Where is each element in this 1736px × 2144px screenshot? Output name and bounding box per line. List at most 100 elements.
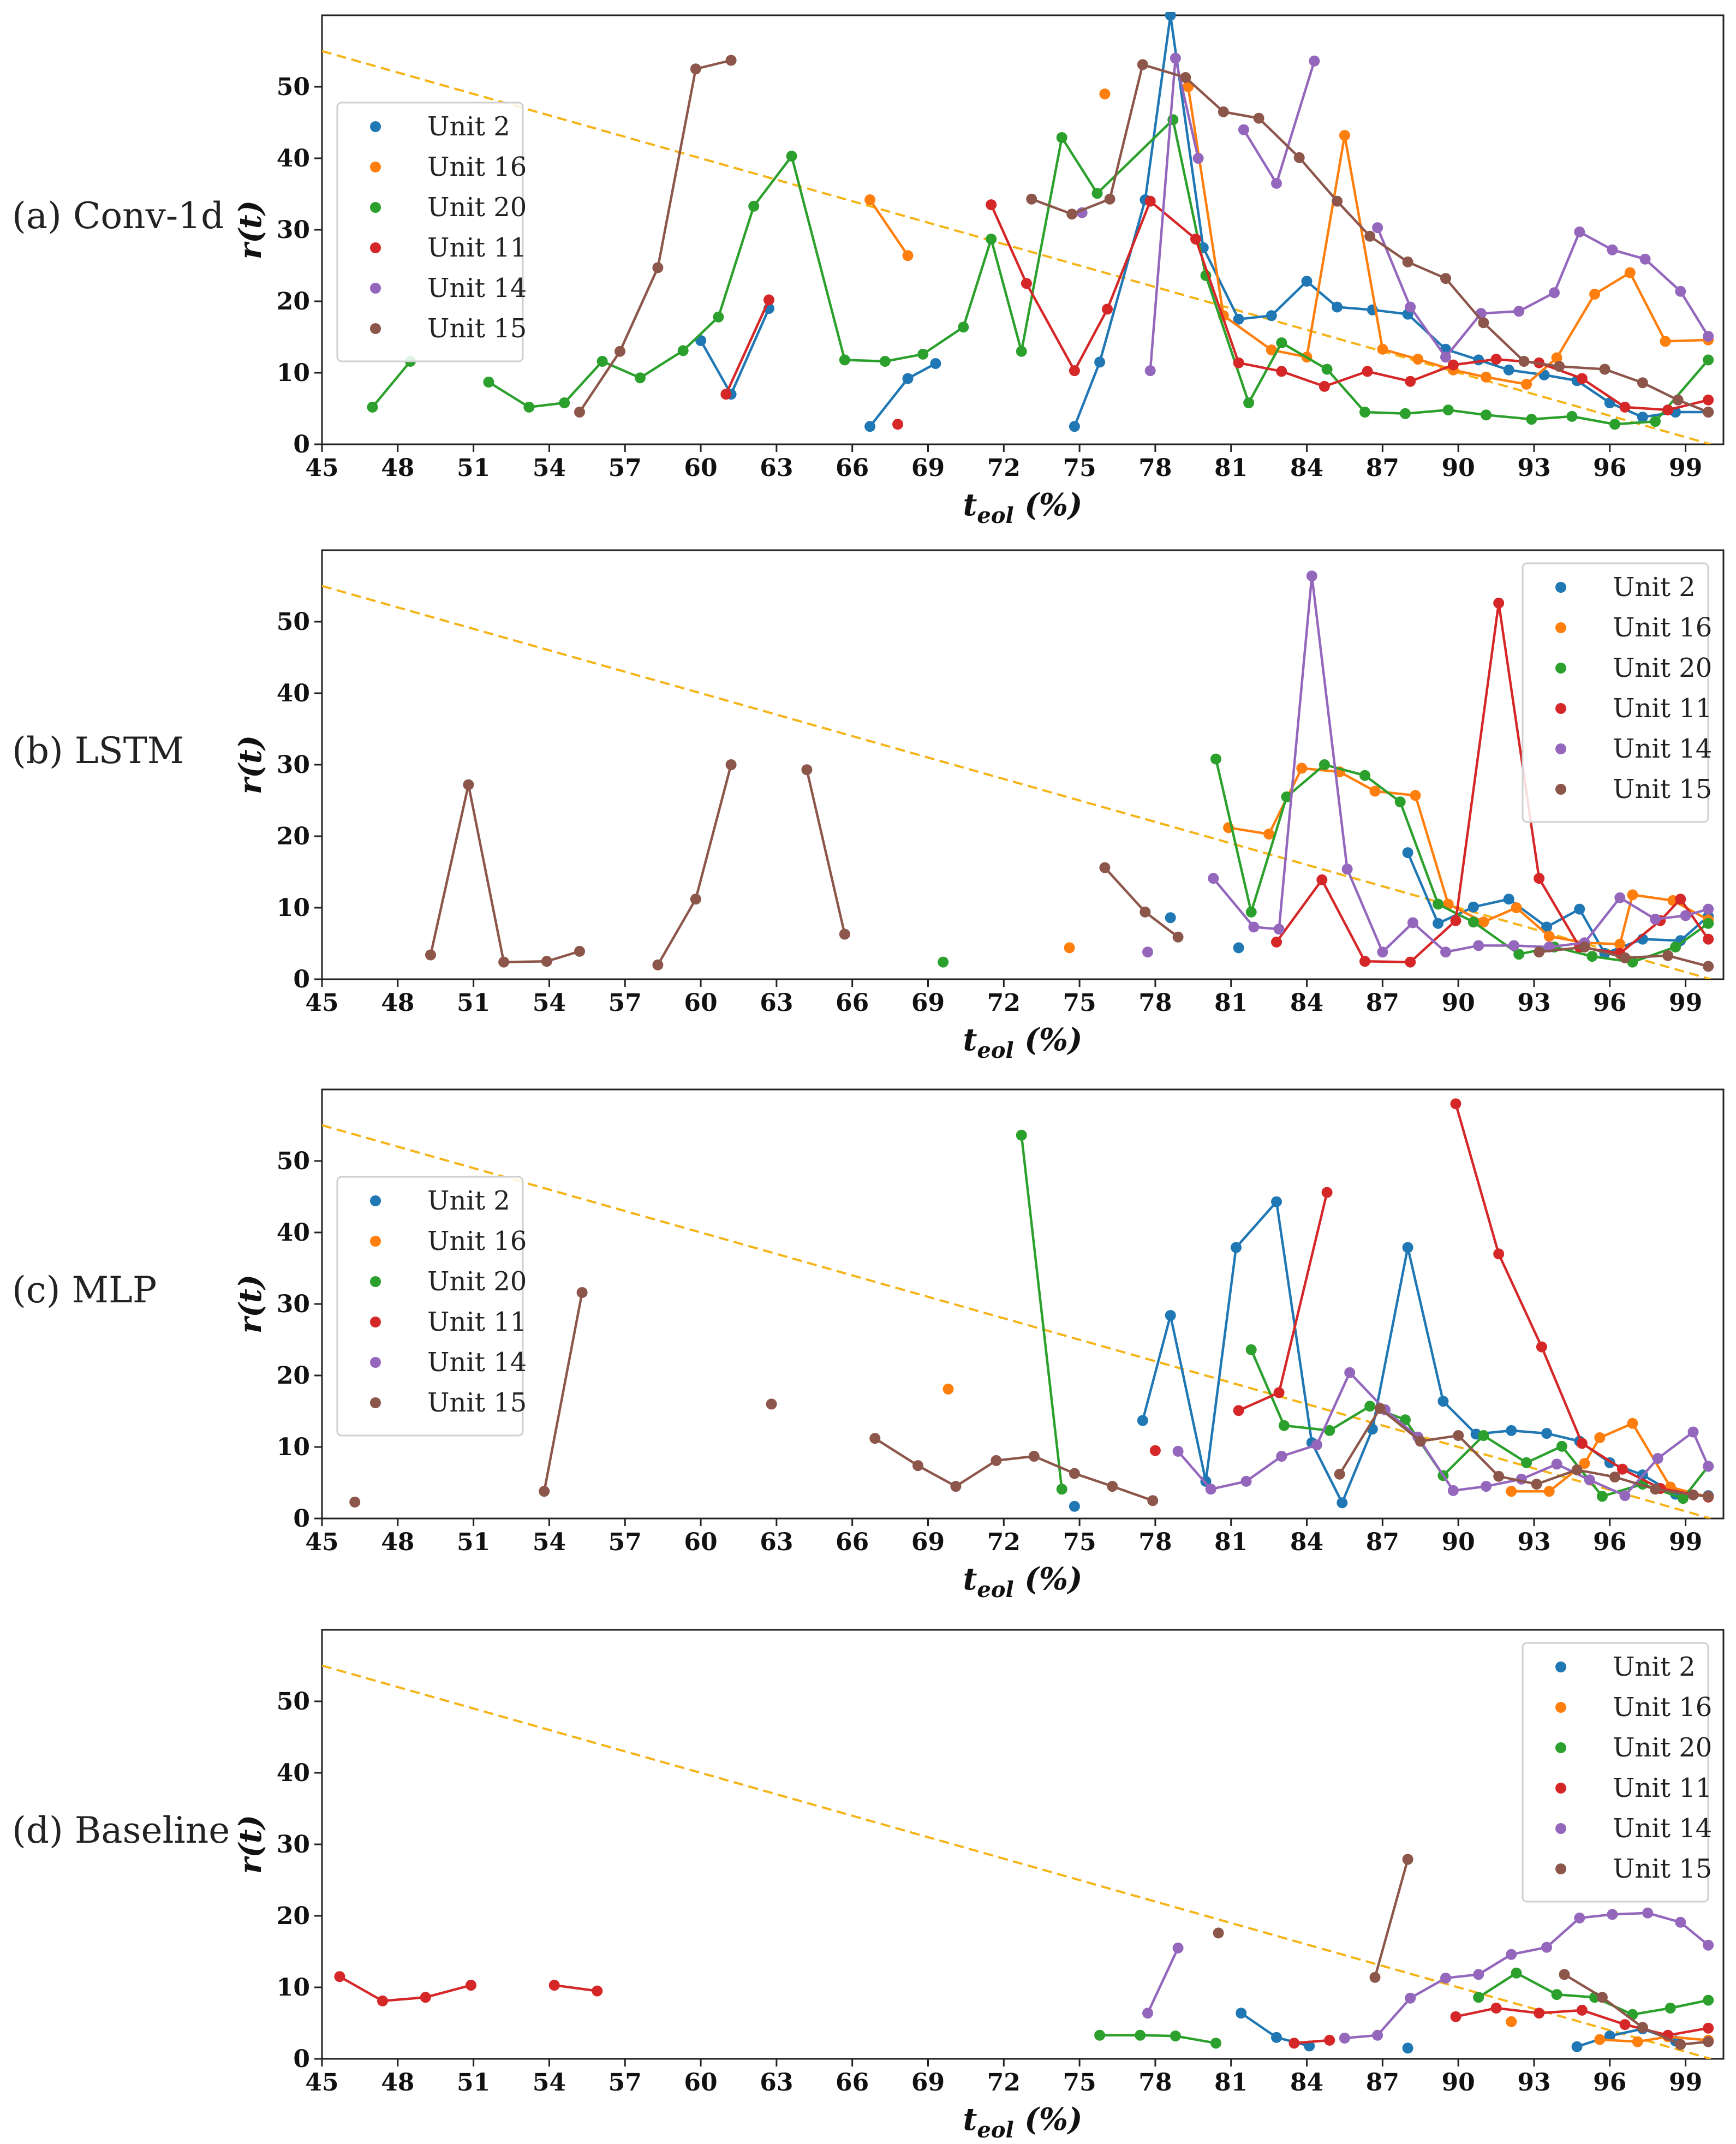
data-point	[1400, 408, 1411, 419]
series-line	[1100, 2034, 1216, 2045]
data-point	[1339, 2033, 1350, 2044]
x-tick-label: 93	[1517, 454, 1550, 482]
data-point	[1481, 371, 1492, 383]
legend-label: Unit 11	[427, 1307, 527, 1337]
data-point	[548, 1980, 560, 1991]
x-tick-label: 78	[1138, 989, 1172, 1017]
data-point	[1069, 421, 1080, 432]
data-point	[539, 1486, 550, 1497]
data-point	[1652, 1453, 1663, 1464]
series-line	[1374, 1859, 1409, 1978]
data-point	[652, 959, 664, 970]
data-point	[1632, 2036, 1643, 2047]
data-point	[1596, 1491, 1608, 1502]
data-point	[1405, 956, 1416, 968]
data-point	[1571, 2041, 1583, 2052]
row-label: (a) Conv-1d	[12, 195, 224, 237]
data-point	[1450, 2011, 1461, 2022]
data-point	[1402, 1854, 1413, 1865]
data-point	[1442, 404, 1454, 416]
data-point	[1309, 55, 1320, 67]
x-tick-label: 66	[836, 454, 869, 482]
data-point	[1703, 1461, 1714, 1472]
data-point	[466, 1980, 476, 1991]
data-point	[1271, 936, 1282, 948]
data-point	[1172, 1445, 1184, 1457]
data-point	[1518, 356, 1530, 367]
x-tick-label: 48	[381, 454, 414, 482]
data-point	[1172, 931, 1184, 943]
data-point	[1675, 2039, 1686, 2050]
legend-marker	[1555, 1783, 1566, 1794]
x-tick-label: 99	[1669, 454, 1702, 482]
x-tick-label: 84	[1290, 989, 1323, 1017]
x-tick-label: 99	[1669, 989, 1702, 1017]
series-unit-15	[574, 55, 1714, 418]
data-point	[1016, 346, 1027, 357]
data-point	[1440, 946, 1451, 958]
data-point	[1599, 364, 1610, 375]
data-point	[1650, 914, 1661, 925]
legend-marker	[370, 283, 381, 294]
data-point	[1571, 1464, 1583, 1475]
series-line	[1146, 1947, 1179, 2014]
data-point	[1566, 410, 1578, 422]
y-tick-label: 10	[277, 359, 310, 387]
data-point	[1102, 303, 1113, 315]
data-point	[1665, 2003, 1676, 2014]
data-point	[334, 1971, 345, 1982]
data-point	[1584, 1474, 1595, 1486]
data-point	[1210, 753, 1221, 765]
x-tick-label: 69	[911, 989, 945, 1017]
data-point	[1670, 942, 1681, 952]
series-line	[554, 1984, 598, 1992]
data-point	[1359, 770, 1370, 781]
row-label: (c) MLP	[12, 1269, 157, 1311]
data-point	[1579, 942, 1590, 952]
data-point	[1245, 1344, 1257, 1355]
data-point	[1400, 1414, 1411, 1426]
x-tick-label: 54	[533, 989, 566, 1017]
data-point	[1266, 344, 1277, 356]
data-point	[1637, 377, 1648, 389]
panel-a-conv-1d: (a) Conv-1d 45 48 51 54 57 60 63 66 69 72 75 78 81 84 8…	[12, 12, 1725, 528]
data-point	[1402, 2042, 1413, 2054]
data-point	[1660, 336, 1671, 347]
y-tick-label: 30	[277, 751, 310, 779]
y-tick-label: 30	[277, 1831, 310, 1859]
series-line	[1294, 2039, 1330, 2045]
data-point	[1453, 1430, 1464, 1441]
x-tick-label: 87	[1366, 2069, 1399, 2097]
data-point	[592, 1985, 603, 1997]
x-tick-label: 99	[1669, 2069, 1702, 2097]
data-point	[1506, 1425, 1517, 1436]
x-tick-label: 63	[760, 1528, 793, 1556]
data-point	[1091, 188, 1103, 199]
data-point	[902, 250, 914, 261]
series-unit-15	[349, 1287, 1714, 1508]
y-tick-label: 50	[277, 1688, 310, 1716]
data-point	[766, 1398, 777, 1410]
legend-marker	[370, 162, 381, 172]
data-point	[1534, 2008, 1545, 2019]
panels: (a) Conv-1d 45 48 51 54 57 60 63 66 69 72 75 78 81 84 8…	[12, 12, 1725, 2143]
data-point	[1405, 376, 1416, 387]
data-point	[1064, 942, 1075, 954]
data-point	[1301, 276, 1313, 287]
x-tick-label: 66	[836, 2069, 869, 2097]
data-point	[1637, 2022, 1648, 2033]
data-point	[1467, 901, 1479, 913]
x-tick-label: 54	[533, 454, 566, 482]
x-tick-label: 66	[836, 1528, 869, 1556]
data-point	[1551, 1989, 1562, 2000]
data-point	[1016, 1129, 1027, 1141]
data-point	[986, 199, 997, 211]
data-point	[1574, 903, 1585, 915]
x-tick-label: 45	[305, 989, 338, 1017]
data-point	[1637, 412, 1648, 423]
legend-label: Unit 20	[427, 1266, 527, 1297]
legend-marker	[370, 202, 381, 213]
data-point	[839, 354, 850, 366]
y-tick-label: 30	[277, 216, 310, 244]
data-point	[1473, 1969, 1484, 1980]
